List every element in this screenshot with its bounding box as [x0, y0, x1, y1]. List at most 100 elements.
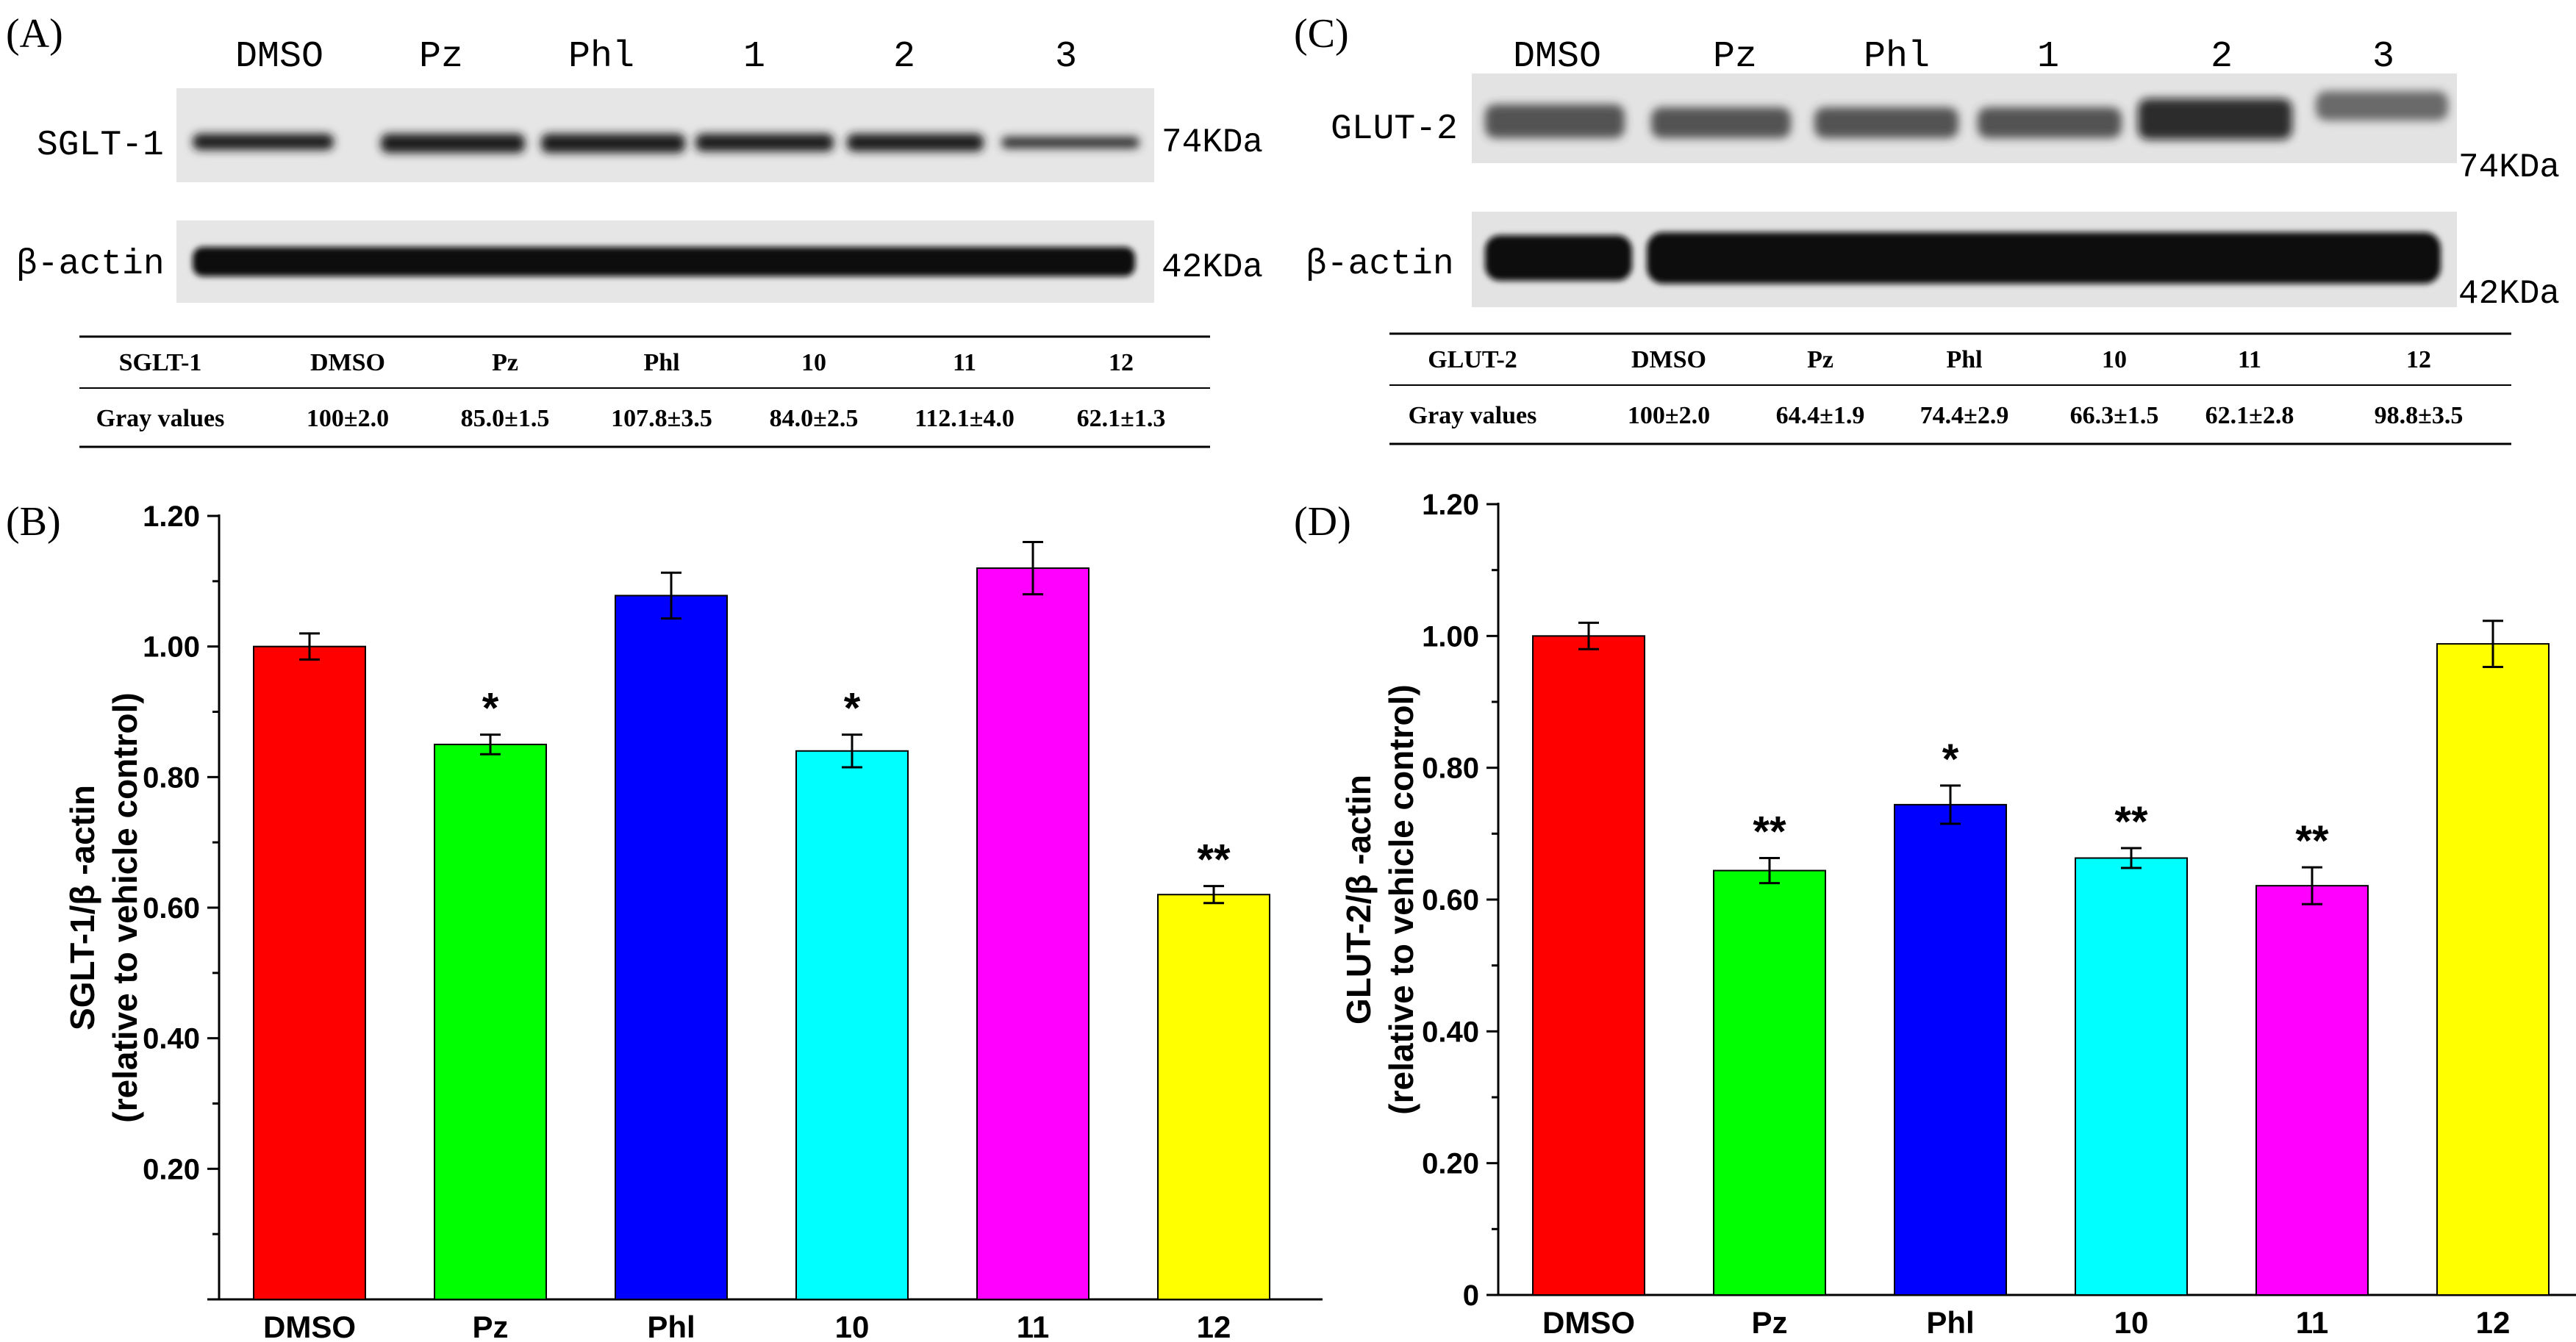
table-cell: 74.4±2.9 — [1920, 402, 2009, 429]
y-tick-label: 0.40 — [143, 1023, 200, 1055]
blot-protein-label: β-actin — [16, 245, 165, 284]
significance-label: ** — [1197, 836, 1231, 884]
y-tick-label: 0.80 — [1422, 753, 1479, 785]
blot-protein-label: GLUT-2 — [1331, 110, 1458, 149]
bar — [795, 750, 909, 1300]
lane-label: Phl — [1864, 36, 1930, 78]
table-cell: Gray values — [1409, 402, 1537, 429]
x-tick-label: 11 — [2296, 1305, 2328, 1340]
bar — [253, 645, 366, 1300]
table-header-cell: 12 — [2406, 346, 2431, 373]
lane-label: 2 — [893, 36, 915, 78]
y-axis-label-line2: (relative to vehicle control) — [106, 692, 144, 1122]
gray-values-table-a: SGLT-1 DMSO Pz Phl 10 11 12 Gray values … — [79, 335, 1210, 448]
panel-b-letter: (B) — [6, 499, 61, 545]
blot-bands — [193, 247, 1135, 276]
y-tick-label: 1.20 — [1422, 489, 1479, 521]
bar — [1532, 635, 1645, 1296]
bar — [1157, 894, 1270, 1300]
y-tick-label: 0.60 — [1422, 884, 1479, 916]
table-cell: 112.1±4.0 — [915, 405, 1015, 432]
blot-bands — [193, 134, 1139, 153]
x-tick-label: Pz — [472, 1310, 508, 1342]
bar — [976, 567, 1090, 1300]
table-header-cell: 12 — [1109, 349, 1134, 376]
table-cell: 84.0±2.5 — [770, 405, 859, 432]
x-tick-label: Phl — [647, 1310, 695, 1342]
blot-bands — [1485, 232, 2441, 284]
table-header-cell: DMSO — [310, 349, 385, 376]
table-cell: 107.8±3.5 — [611, 405, 712, 432]
table-header-cell: DMSO — [1631, 346, 1706, 373]
x-tick-label: 10 — [835, 1310, 870, 1342]
lane-label: DMSO — [1513, 36, 1601, 78]
panel-a-letter: (A) — [6, 11, 63, 57]
x-tick-label: Phl — [1926, 1305, 1974, 1340]
y-axis-label-line1: SGLT-1/β -actin — [63, 785, 101, 1030]
blot-mw-label: 74KDa — [1162, 123, 1263, 162]
y-tick-label: 0.40 — [1422, 1016, 1479, 1048]
table-header-cell: 11 — [2238, 346, 2261, 373]
lane-label: 1 — [743, 36, 765, 78]
table-cell: Gray values — [96, 405, 225, 432]
significance-label: ** — [2114, 798, 2148, 846]
x-tick-label: Pz — [1751, 1305, 1787, 1340]
y-axis-label: GLUT-2/β -actin (relative to vehicle cont… — [1339, 684, 1420, 1114]
y-tick-label: 0 — [1463, 1280, 1479, 1312]
significance-label: ** — [1753, 808, 1786, 856]
blot-protein-label: β-actin — [1306, 245, 1454, 284]
table-header-cell: Phl — [643, 349, 679, 376]
significance-label: ** — [2295, 817, 2329, 865]
table-header-cell: SGLT-1 — [119, 349, 202, 376]
lane-label: Pz — [419, 36, 463, 78]
table-cell: 64.4±1.9 — [1776, 402, 1865, 429]
y-tick-label: 1.00 — [1422, 620, 1479, 653]
panel-a: (A) DMSO Pz Phl 1 2 3 SGLT-1 74KDa β-act… — [6, 11, 1263, 448]
lane-label: Pz — [1713, 36, 1757, 78]
lane-label: DMSO — [235, 36, 323, 78]
lane-label: 2 — [2211, 36, 2233, 78]
bar-chart-d: 0 0.20 0.40 0.60 0.80 1.00 1.20 GLUT-2/β -actin… — [1339, 489, 2576, 1340]
x-tick-label: 11 — [1017, 1310, 1049, 1342]
bar-chart-b: 0.20 0.40 0.60 0.80 1.00 1.20 SGLT-1/β -actin(… — [63, 500, 1323, 1342]
y-tick-label: 1.00 — [143, 631, 200, 664]
bar — [1713, 869, 1826, 1296]
table-cell: 100±2.0 — [307, 405, 389, 432]
blot-bands — [1485, 91, 2448, 140]
bar — [2436, 643, 2550, 1296]
table-header-cell: Pz — [492, 349, 518, 376]
panel-d-letter: (D) — [1294, 499, 1351, 545]
significance-label: * — [1942, 736, 1959, 783]
y-tick-label: 1.20 — [143, 500, 200, 533]
lane-label: 3 — [1055, 36, 1077, 78]
bar — [1894, 803, 2007, 1296]
lane-label: 1 — [2037, 36, 2059, 78]
table-header-cell: 10 — [2102, 346, 2127, 373]
x-tick-label: 12 — [1197, 1310, 1231, 1342]
gray-values-table-c: GLUT-2 DMSO Pz Phl 10 11 12 Gray values … — [1389, 332, 2511, 445]
blot-protein-label: SGLT-1 — [37, 126, 164, 165]
x-tick-label: DMSO — [1542, 1305, 1635, 1340]
y-tick-label: 0.20 — [1422, 1148, 1479, 1180]
y-axis-label-line1: GLUT-2/β -actin — [1339, 775, 1378, 1025]
bar — [2255, 885, 2369, 1296]
table-header-cell: GLUT-2 — [1428, 346, 1517, 373]
y-tick-label: 0.60 — [143, 892, 200, 925]
panel-c-letter: (C) — [1294, 11, 1349, 57]
panel-a-lane-labels: DMSO Pz Phl 1 2 3 — [235, 36, 1077, 78]
x-tick-label: 12 — [2476, 1305, 2511, 1340]
lane-label: 3 — [2372, 36, 2394, 78]
table-header-cell: 10 — [801, 349, 826, 376]
y-tick-label: 0.20 — [143, 1153, 200, 1185]
significance-label: * — [844, 685, 861, 733]
bar — [434, 743, 547, 1300]
x-tick-label: 10 — [2114, 1305, 2149, 1340]
table-cell: 62.1±1.3 — [1077, 405, 1166, 432]
bar — [615, 595, 728, 1300]
panel-c: (C) DMSO Pz Phl 1 2 3 GLUT-2 74KDa β-act… — [1294, 11, 2560, 445]
table-cell: 100±2.0 — [1628, 402, 1710, 429]
table-cell: 98.8±3.5 — [2375, 402, 2464, 429]
y-axis-label-line2: (relative to vehicle control) — [1382, 684, 1420, 1114]
blot-membrane — [1472, 73, 2457, 163]
